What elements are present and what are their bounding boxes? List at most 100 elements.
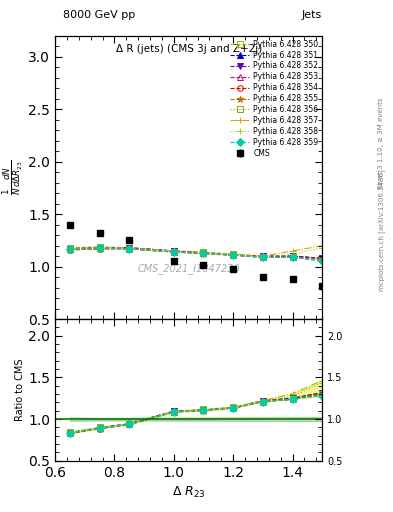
- Pythia 6.428 353: [68, 246, 72, 252]
- Pythia 6.428 354: [261, 254, 265, 260]
- Pythia 6.428 358: [261, 254, 265, 260]
- Line: Pythia 6.428 351: Pythia 6.428 351: [67, 245, 325, 261]
- Pythia 6.428 358: [97, 245, 102, 251]
- Line: Pythia 6.428 354: Pythia 6.428 354: [67, 246, 325, 262]
- Pythia 6.428 353: [261, 254, 265, 260]
- Pythia 6.428 357: [231, 251, 235, 257]
- Line: Pythia 6.428 358: Pythia 6.428 358: [66, 244, 326, 261]
- Line: Pythia 6.428 357: Pythia 6.428 357: [66, 242, 326, 260]
- Pythia 6.428 352: [127, 245, 132, 251]
- Line: Pythia 6.428 352: Pythia 6.428 352: [67, 245, 325, 261]
- Pythia 6.428 350: [68, 245, 72, 251]
- Pythia 6.428 355: [97, 246, 102, 252]
- Pythia 6.428 354: [231, 252, 235, 258]
- Pythia 6.428 354: [68, 247, 72, 253]
- Pythia 6.428 359: [231, 252, 235, 258]
- Pythia 6.428 352: [68, 246, 72, 252]
- Pythia 6.428 356: [261, 254, 265, 260]
- Pythia 6.428 351: [97, 245, 102, 251]
- Pythia 6.428 359: [68, 246, 72, 252]
- Pythia 6.428 351: [127, 245, 132, 251]
- Pythia 6.428 350: [320, 255, 325, 261]
- Text: mcplots.cern.ch [arXiv:1306.3436]: mcplots.cern.ch [arXiv:1306.3436]: [378, 169, 385, 291]
- Pythia 6.428 356: [97, 245, 102, 251]
- Pythia 6.428 358: [231, 252, 235, 258]
- Pythia 6.428 355: [320, 257, 325, 263]
- Pythia 6.428 356: [68, 246, 72, 252]
- Pythia 6.428 359: [97, 245, 102, 251]
- Pythia 6.428 351: [68, 246, 72, 252]
- Line: Pythia 6.428 359: Pythia 6.428 359: [67, 245, 325, 264]
- Pythia 6.428 352: [320, 255, 325, 261]
- Line: Pythia 6.428 356: Pythia 6.428 356: [67, 245, 325, 262]
- Pythia 6.428 354: [171, 249, 176, 255]
- Pythia 6.428 356: [231, 252, 235, 258]
- Pythia 6.428 359: [171, 249, 176, 255]
- Pythia 6.428 352: [290, 253, 295, 259]
- Text: 8000 GeV pp: 8000 GeV pp: [63, 10, 135, 20]
- Pythia 6.428 358: [127, 246, 132, 252]
- Pythia 6.428 353: [290, 254, 295, 260]
- Pythia 6.428 355: [231, 252, 235, 258]
- Pythia 6.428 355: [127, 246, 132, 252]
- Pythia 6.428 351: [320, 255, 325, 261]
- Pythia 6.428 351: [171, 248, 176, 254]
- Y-axis label: $\frac{1}{N}\frac{dN}{d\Delta R_{23}}$: $\frac{1}{N}\frac{dN}{d\Delta R_{23}}$: [2, 160, 26, 196]
- Pythia 6.428 358: [320, 245, 325, 251]
- Pythia 6.428 356: [171, 249, 176, 255]
- Pythia 6.428 350: [261, 253, 265, 259]
- Pythia 6.428 357: [171, 248, 176, 254]
- Text: CMS_2021_I1847230: CMS_2021_I1847230: [137, 263, 240, 273]
- Pythia 6.428 355: [261, 254, 265, 260]
- Pythia 6.428 354: [320, 257, 325, 263]
- Pythia 6.428 351: [290, 253, 295, 259]
- Y-axis label: Ratio to CMS: Ratio to CMS: [15, 359, 26, 421]
- Pythia 6.428 350: [171, 248, 176, 254]
- Pythia 6.428 357: [127, 245, 132, 251]
- Pythia 6.428 354: [290, 254, 295, 260]
- Pythia 6.428 356: [127, 246, 132, 252]
- Pythia 6.428 358: [290, 251, 295, 257]
- Pythia 6.428 357: [290, 248, 295, 254]
- Pythia 6.428 350: [201, 249, 206, 255]
- Pythia 6.428 353: [201, 250, 206, 256]
- Line: Pythia 6.428 350: Pythia 6.428 350: [67, 244, 325, 261]
- Pythia 6.428 359: [201, 250, 206, 256]
- Pythia 6.428 350: [127, 245, 132, 251]
- Pythia 6.428 359: [261, 254, 265, 260]
- Pythia 6.428 352: [231, 252, 235, 258]
- Line: Pythia 6.428 355: Pythia 6.428 355: [66, 245, 326, 263]
- Pythia 6.428 357: [97, 245, 102, 251]
- Pythia 6.428 353: [97, 245, 102, 251]
- Pythia 6.428 354: [127, 246, 132, 252]
- Pythia 6.428 351: [231, 252, 235, 258]
- Pythia 6.428 353: [171, 249, 176, 255]
- Pythia 6.428 359: [127, 246, 132, 252]
- Pythia 6.428 355: [290, 254, 295, 260]
- Pythia 6.428 355: [68, 247, 72, 253]
- X-axis label: $\Delta\ R_{23}$: $\Delta\ R_{23}$: [172, 485, 206, 500]
- Pythia 6.428 359: [290, 254, 295, 260]
- Pythia 6.428 356: [201, 250, 206, 256]
- Pythia 6.428 359: [320, 259, 325, 265]
- Pythia 6.428 352: [261, 253, 265, 259]
- Pythia 6.428 358: [68, 246, 72, 252]
- Pythia 6.428 354: [201, 250, 206, 256]
- Pythia 6.428 355: [171, 249, 176, 255]
- Pythia 6.428 355: [201, 251, 206, 257]
- Pythia 6.428 357: [68, 246, 72, 252]
- Line: Pythia 6.428 353: Pythia 6.428 353: [67, 245, 325, 262]
- Pythia 6.428 350: [231, 251, 235, 257]
- Pythia 6.428 351: [261, 253, 265, 259]
- Pythia 6.428 356: [320, 257, 325, 263]
- Pythia 6.428 354: [97, 246, 102, 252]
- Legend: Pythia 6.428 350, Pythia 6.428 351, Pythia 6.428 352, Pythia 6.428 353, Pythia 6: Pythia 6.428 350, Pythia 6.428 351, Pyth…: [230, 39, 318, 158]
- Text: Δ R (jets) (CMS 3j and Z+2j): Δ R (jets) (CMS 3j and Z+2j): [116, 45, 262, 54]
- Pythia 6.428 357: [201, 250, 206, 256]
- Pythia 6.428 358: [201, 250, 206, 256]
- Pythia 6.428 353: [320, 257, 325, 263]
- Pythia 6.428 357: [320, 243, 325, 249]
- Pythia 6.428 353: [231, 252, 235, 258]
- Pythia 6.428 356: [290, 254, 295, 260]
- Pythia 6.428 350: [97, 244, 102, 250]
